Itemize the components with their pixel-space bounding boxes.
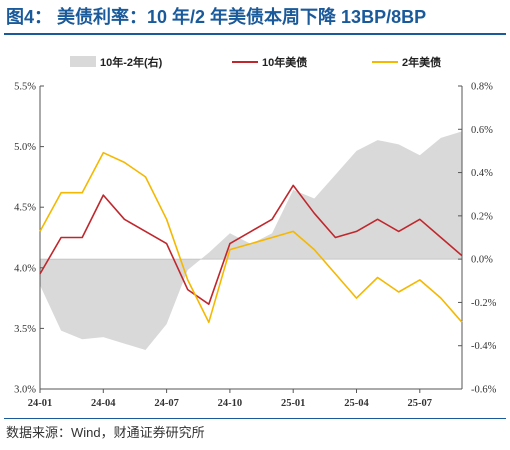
x-tick-label: 24-07 xyxy=(154,398,179,409)
x-tick-label: 24-04 xyxy=(91,398,116,409)
footer-rule xyxy=(4,418,506,419)
left-tick-label: 4.5% xyxy=(14,203,36,214)
right-tick-label: -0.6% xyxy=(471,385,497,396)
chart-title: 图4： 美债利率：10 年/2 年美债本周下降 13BP/8BP xyxy=(6,7,427,27)
legend-label: 10年美债 xyxy=(262,55,307,69)
x-tick-label: 25-01 xyxy=(281,398,306,409)
left-tick-label: 3.5% xyxy=(14,324,36,335)
yield-lines-layer xyxy=(39,151,463,324)
x-tick-label: 24-01 xyxy=(28,398,53,409)
left-tick-label: 4.0% xyxy=(14,263,36,274)
left-tick-label: 5.0% xyxy=(14,142,36,153)
right-tick-label: 0.8% xyxy=(471,82,493,93)
legend-label: 2年美债 xyxy=(402,55,441,69)
x-tick-label: 25-04 xyxy=(344,398,369,409)
left-tick-label: 3.0% xyxy=(14,385,36,396)
x-tick-label: 25-07 xyxy=(408,398,433,409)
source-note: 数据来源：Wind，财通证券研究所 xyxy=(6,425,205,440)
title-rule xyxy=(4,33,506,35)
spread-area-layer xyxy=(40,131,462,350)
series-line-2 xyxy=(39,151,463,324)
legend-swatch-area xyxy=(70,56,96,67)
series-line-1 xyxy=(39,184,463,305)
right-tick-label: 0.2% xyxy=(471,211,493,222)
legend: 10年-2年(右) 10年美债 2年美债 xyxy=(70,55,441,69)
axis-layer xyxy=(39,86,463,390)
right-tick-label: 0.4% xyxy=(471,168,493,179)
right-tick-label: 0.0% xyxy=(471,255,493,266)
series-area-0 xyxy=(40,131,462,350)
tick-label-layer: 5.5% 5.0% 4.5% 4.0% 3.5% 3.0% 0.8% 0.6% 0.4% 0.2%… xyxy=(14,82,496,410)
right-tick-label: 0.6% xyxy=(471,125,493,136)
right-tick-label: -0.4% xyxy=(471,341,497,352)
x-tick-label: 24-10 xyxy=(218,398,243,409)
left-tick-label: 5.5% xyxy=(14,82,36,93)
right-tick-label: -0.2% xyxy=(471,298,497,309)
legend-label: 10年-2年(右) xyxy=(100,55,163,69)
